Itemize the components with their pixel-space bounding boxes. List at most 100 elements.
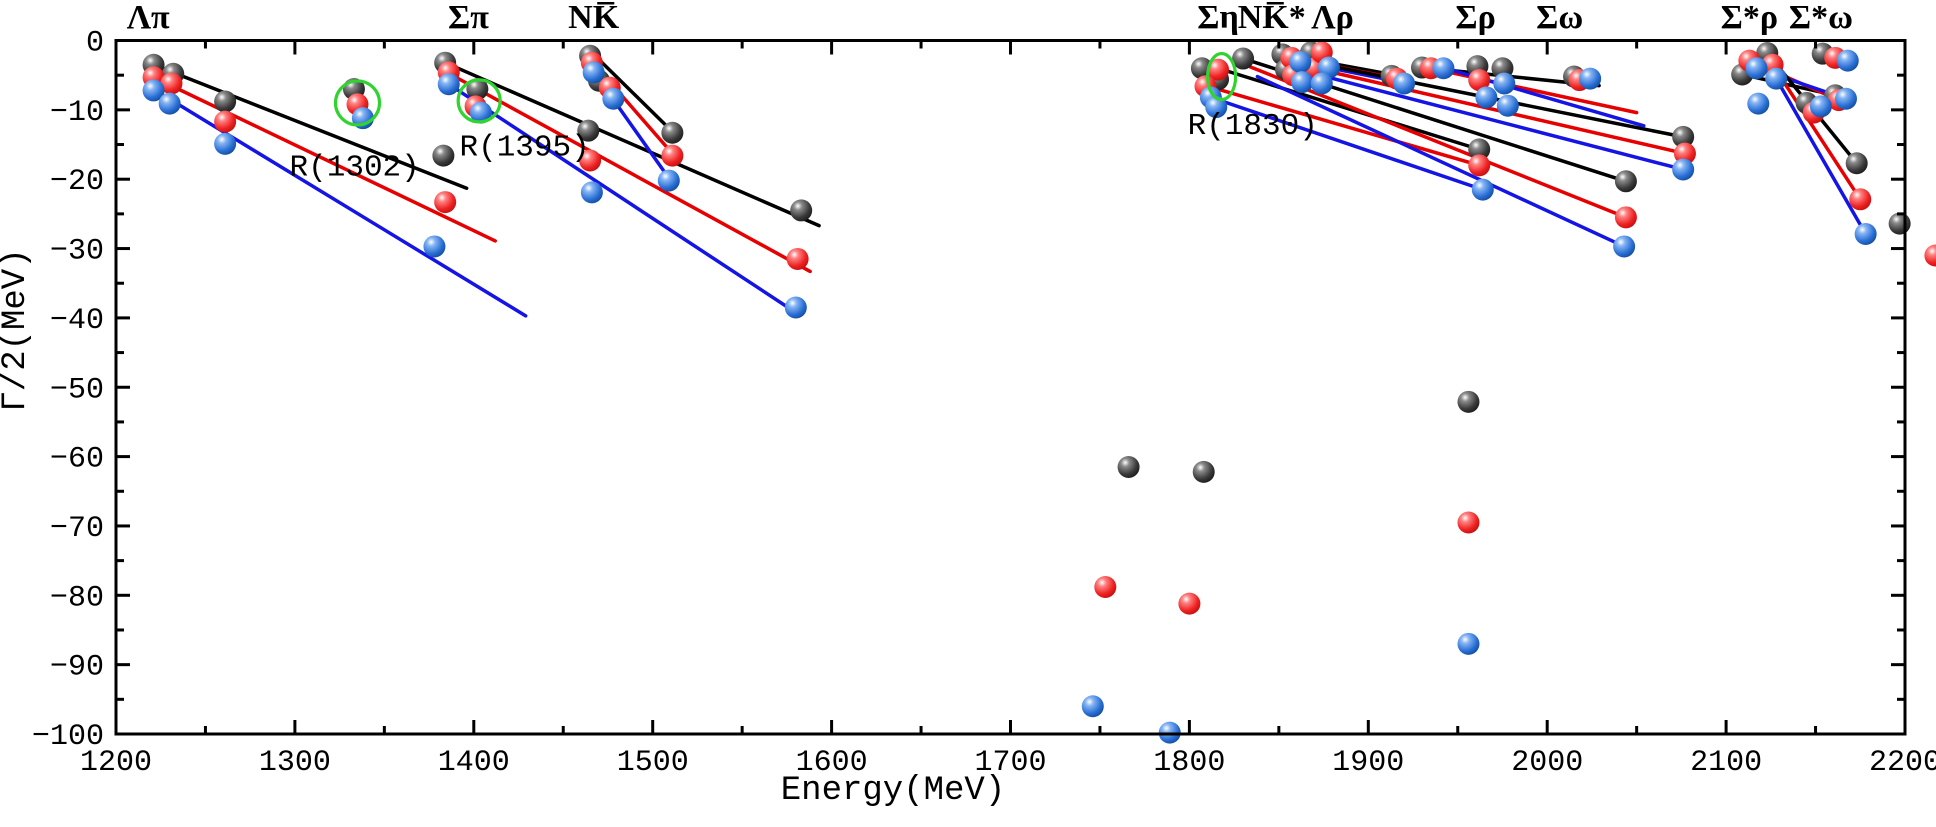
- trajectory-line: [1255, 74, 1626, 249]
- data-point-set-2-red: [1457, 511, 1480, 534]
- axes-layer: [114, 39, 1907, 736]
- data-point-set-1-black: [1468, 138, 1491, 161]
- green-circles-layer: [333, 51, 1238, 127]
- x-tick-label: 1700: [974, 746, 1046, 780]
- data-point-set-3-blue: [1475, 86, 1498, 109]
- data-point-set-3-blue: [1310, 72, 1333, 95]
- threshold-label-sigma-star-omega: Σ*ω: [1789, 0, 1853, 36]
- data-point-set-3-blue: [1745, 57, 1768, 80]
- data-point-set-2-red: [1094, 575, 1117, 598]
- data-point-set-2-red: [214, 110, 237, 133]
- data-point-set-1-black: [466, 78, 489, 101]
- threshold-label-lambda-rho: Λρ: [1311, 0, 1354, 36]
- data-point-set-3-blue: [1613, 235, 1636, 258]
- threshold-label-n-kbar-star: NK̅*: [1238, 0, 1306, 36]
- data-points-layer: [142, 41, 1936, 744]
- y-tick-label: −20: [50, 165, 104, 199]
- y-tick-label: −10: [50, 96, 104, 130]
- threshold-label-sigma-eta: Ση: [1197, 0, 1239, 36]
- data-point-set-1-black: [1614, 170, 1637, 193]
- data-point-set-3-blue: [1496, 94, 1519, 117]
- data-point-set-1-black: [214, 90, 237, 113]
- y-tick-label: −70: [50, 512, 104, 546]
- annotation-r1395: R(1395): [459, 131, 589, 166]
- data-point-set-2-red: [661, 144, 684, 167]
- x-tick-label: 1500: [617, 746, 689, 780]
- data-point-set-3-blue: [602, 87, 625, 110]
- data-point-set-3-blue: [580, 181, 603, 204]
- threshold-label-sigma-omega: Σω: [1536, 0, 1583, 36]
- trajectory-line: [1774, 76, 1868, 236]
- data-point-set-3-blue: [582, 61, 605, 84]
- trajectory-line: [1323, 74, 1685, 172]
- trajectory-line: [1770, 63, 1863, 202]
- data-point-set-1-black: [1888, 212, 1911, 235]
- data-point-set-3-blue: [1457, 632, 1480, 655]
- green-highlight-circle: [1206, 51, 1238, 102]
- threshold-label-n-kbar: NK̅: [568, 0, 620, 36]
- text-layer: 1200 1300 1400 1500 1600 1700 1800 1900 2000 2100…: [0, 0, 1936, 810]
- data-point-set-2-red: [1468, 69, 1491, 92]
- data-point-set-3-blue: [437, 73, 460, 96]
- data-point-set-3-blue: [423, 235, 446, 258]
- data-point-set-1-black: [1672, 125, 1695, 148]
- x-tick-label: 2100: [1690, 746, 1762, 780]
- data-point-set-3-blue: [158, 92, 181, 115]
- data-point-set-1-black: [1845, 152, 1868, 175]
- trajectory-lines-layer: [151, 51, 1868, 318]
- threshold-label-sigma-rho: Σρ: [1455, 0, 1495, 36]
- trajectory-line: [151, 75, 498, 243]
- trajectory-line: [151, 63, 469, 190]
- trajectory-line: [1248, 65, 1628, 220]
- green-highlight-circle: [456, 78, 502, 124]
- x-tick-label: 2200: [1869, 746, 1936, 780]
- y-tick-label: −80: [50, 581, 104, 615]
- x-tick-label: 1900: [1332, 746, 1404, 780]
- data-point-set-3-blue: [1393, 72, 1416, 95]
- data-point-set-3-blue: [1747, 92, 1770, 115]
- annotation-r1830: R(1830): [1188, 109, 1318, 144]
- data-point-set-3-blue: [1432, 57, 1455, 80]
- trajectory-line: [153, 88, 528, 318]
- data-point-set-2-red: [1673, 142, 1696, 165]
- trajectory-line: [443, 60, 821, 228]
- data-point-set-2-red: [1924, 244, 1936, 267]
- data-point-set-3-blue: [784, 296, 807, 319]
- x-tick-label: 1300: [259, 746, 331, 780]
- trajectory-line: [445, 70, 812, 274]
- y-tick-label: −30: [50, 235, 104, 269]
- data-point-set-3-blue: [1854, 222, 1877, 245]
- trajectory-line: [1209, 95, 1485, 192]
- trajectory-line: [447, 82, 800, 316]
- data-point-set-3-blue: [1471, 178, 1494, 201]
- data-point-set-3-blue: [469, 101, 492, 124]
- y-tick-label: −40: [50, 304, 104, 338]
- x-tick-label: 1200: [80, 746, 152, 780]
- data-point-set-2-red: [1207, 58, 1230, 81]
- data-point-set-1-black: [432, 144, 455, 167]
- data-point-set-2-red: [1468, 154, 1491, 177]
- y-axis-title: Γ/2(MeV): [0, 248, 35, 411]
- data-point-set-2-red: [1178, 592, 1201, 615]
- data-point-set-3-blue: [214, 132, 237, 155]
- data-point-set-1-black: [790, 199, 813, 222]
- data-point-set-3-blue: [1672, 158, 1695, 181]
- data-point-set-3-blue: [1836, 49, 1859, 72]
- data-point-set-1-black: [1117, 456, 1140, 479]
- x-tick-label: 1600: [796, 746, 868, 780]
- data-point-set-3-blue: [1493, 72, 1516, 95]
- x-tick-label: 1800: [1153, 746, 1225, 780]
- trajectory-line: [1203, 83, 1481, 168]
- data-point-set-3-blue: [1809, 95, 1832, 118]
- y-tick-label: −60: [50, 443, 104, 477]
- data-point-set-3-blue: [1205, 96, 1228, 119]
- data-point-set-3-blue: [1579, 67, 1602, 90]
- green-highlight-circle: [333, 79, 382, 127]
- data-point-set-2-red: [579, 149, 602, 172]
- data-point-set-2-red: [786, 247, 809, 270]
- threshold-label-sigma-pi: Σπ: [448, 0, 489, 36]
- x-tick-label: 2000: [1511, 746, 1583, 780]
- data-point-set-1-black: [1457, 390, 1480, 413]
